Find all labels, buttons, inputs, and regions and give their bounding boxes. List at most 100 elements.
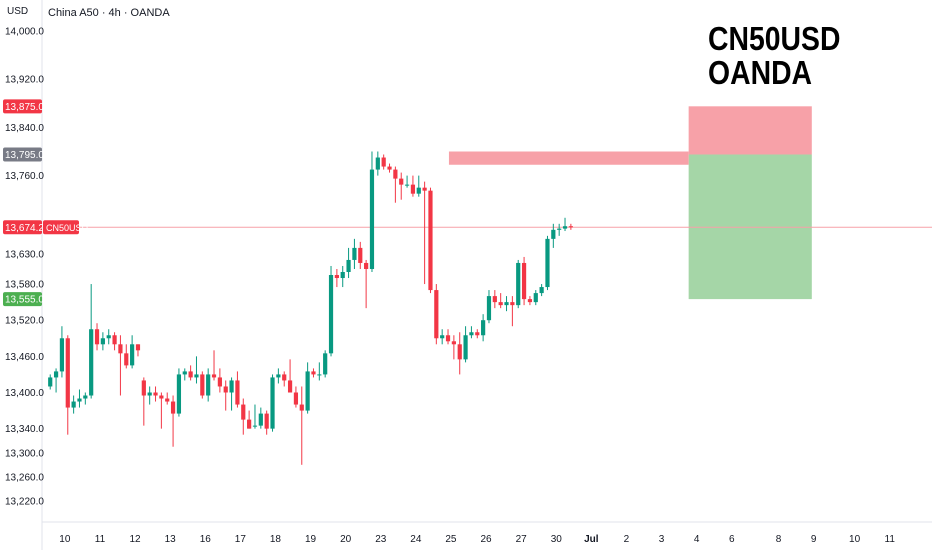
- candle: [252, 404, 258, 429]
- x-tick-label: 20: [340, 534, 352, 545]
- candle-body: [276, 374, 281, 378]
- candle: [264, 410, 269, 435]
- candle-body: [434, 290, 439, 339]
- candle-body: [176, 374, 182, 414]
- candle: [568, 223, 573, 230]
- candle: [364, 259, 369, 309]
- candle-body: [258, 413, 263, 426]
- candle: [141, 377, 146, 426]
- candle: [276, 368, 281, 384]
- price-badge-bg: [3, 292, 42, 307]
- x-tick-label: 19: [305, 534, 317, 545]
- price-badge-label: 13,795.0: [5, 150, 44, 161]
- candle-body: [118, 344, 123, 354]
- candle-body: [141, 380, 146, 396]
- x-tick-label: 13: [165, 534, 177, 545]
- candle: [451, 335, 456, 360]
- candle-body: [375, 157, 380, 170]
- price-badge-bg: [3, 220, 42, 235]
- candle-body: [53, 371, 59, 378]
- candle: [475, 329, 480, 339]
- candle: [510, 296, 515, 327]
- candle-body: [311, 371, 316, 375]
- candle: [118, 335, 123, 396]
- candle: [106, 329, 111, 345]
- candle: [130, 335, 135, 369]
- candle-body: [206, 374, 211, 396]
- y-tick-label: 13,760.0: [5, 171, 44, 182]
- candle: [176, 368, 182, 417]
- candle-body: [124, 353, 129, 366]
- x-tick-label: 2: [624, 534, 630, 545]
- candle-body: [159, 395, 164, 399]
- candle-body: [65, 338, 70, 408]
- candle-body: [77, 398, 82, 402]
- x-axis-ticks: 10 11 12 13 16 17 18 19 20 23 24 25 26 27 30 Jul 2 3 4 6 8 9 1…: [59, 534, 895, 545]
- candle: [311, 368, 316, 378]
- x-tick-label: 24: [410, 534, 422, 545]
- candle-body: [369, 169, 375, 269]
- candle-body: [112, 335, 117, 345]
- candle: [469, 326, 474, 339]
- candle: [428, 187, 433, 294]
- x-tick-label: 3: [659, 534, 665, 545]
- candle: [235, 371, 240, 408]
- symbol-title[interactable]: China A50 · 4h · OANDA: [48, 7, 170, 19]
- candle-body: [387, 166, 392, 170]
- candle-body: [130, 344, 135, 366]
- overlay-symbol-label: CN50USD: [708, 20, 841, 57]
- candle: [229, 377, 234, 411]
- candle-body: [282, 374, 287, 381]
- x-tick-label: 12: [129, 534, 141, 545]
- candle: [270, 374, 275, 432]
- candle: [65, 335, 70, 435]
- candle-body: [182, 371, 187, 375]
- candle: [48, 374, 53, 390]
- candle: [410, 175, 416, 197]
- x-tick-label: 16: [200, 534, 212, 545]
- candle: [77, 389, 82, 408]
- candle: [305, 362, 310, 414]
- candle: [206, 368, 211, 402]
- candle: [334, 268, 339, 288]
- candle-body: [469, 332, 474, 336]
- candle: [317, 362, 322, 381]
- candle-body: [194, 374, 199, 378]
- candle: [539, 284, 544, 297]
- candle: [422, 181, 427, 285]
- candle-body: [147, 392, 152, 396]
- candle-body: [211, 374, 217, 378]
- candle-body: [71, 401, 76, 408]
- candle: [393, 166, 398, 203]
- candle: [241, 398, 246, 435]
- y-tick-label: 13,840.0: [5, 123, 44, 134]
- candle-body: [328, 275, 334, 354]
- y-tick-label: 13,340.0: [5, 424, 44, 435]
- candle-body: [463, 335, 468, 360]
- candle: [369, 151, 375, 272]
- y-tick-label: 13,520.0: [5, 316, 44, 327]
- x-tick-label: 4: [694, 534, 700, 545]
- candle-body: [545, 238, 550, 288]
- candle-body: [510, 302, 515, 306]
- currency-label: USD: [7, 6, 28, 17]
- candle-body: [135, 344, 141, 351]
- candle-body: [305, 371, 310, 411]
- candle: [188, 365, 193, 381]
- candle-body: [48, 377, 53, 387]
- candle: [258, 407, 263, 429]
- symbol-tag-bg: [43, 220, 79, 235]
- candle: [94, 323, 100, 351]
- candle: [328, 265, 334, 357]
- candle-body: [551, 229, 556, 239]
- candle-body: [440, 335, 445, 339]
- candle-body: [188, 371, 193, 378]
- candle-body: [352, 247, 357, 260]
- candle: [83, 392, 88, 405]
- candle: [399, 172, 404, 200]
- y-tick-label: 13,220.0: [5, 496, 44, 507]
- candle: [282, 371, 287, 387]
- candle-body: [533, 293, 538, 303]
- candle-body: [445, 335, 451, 342]
